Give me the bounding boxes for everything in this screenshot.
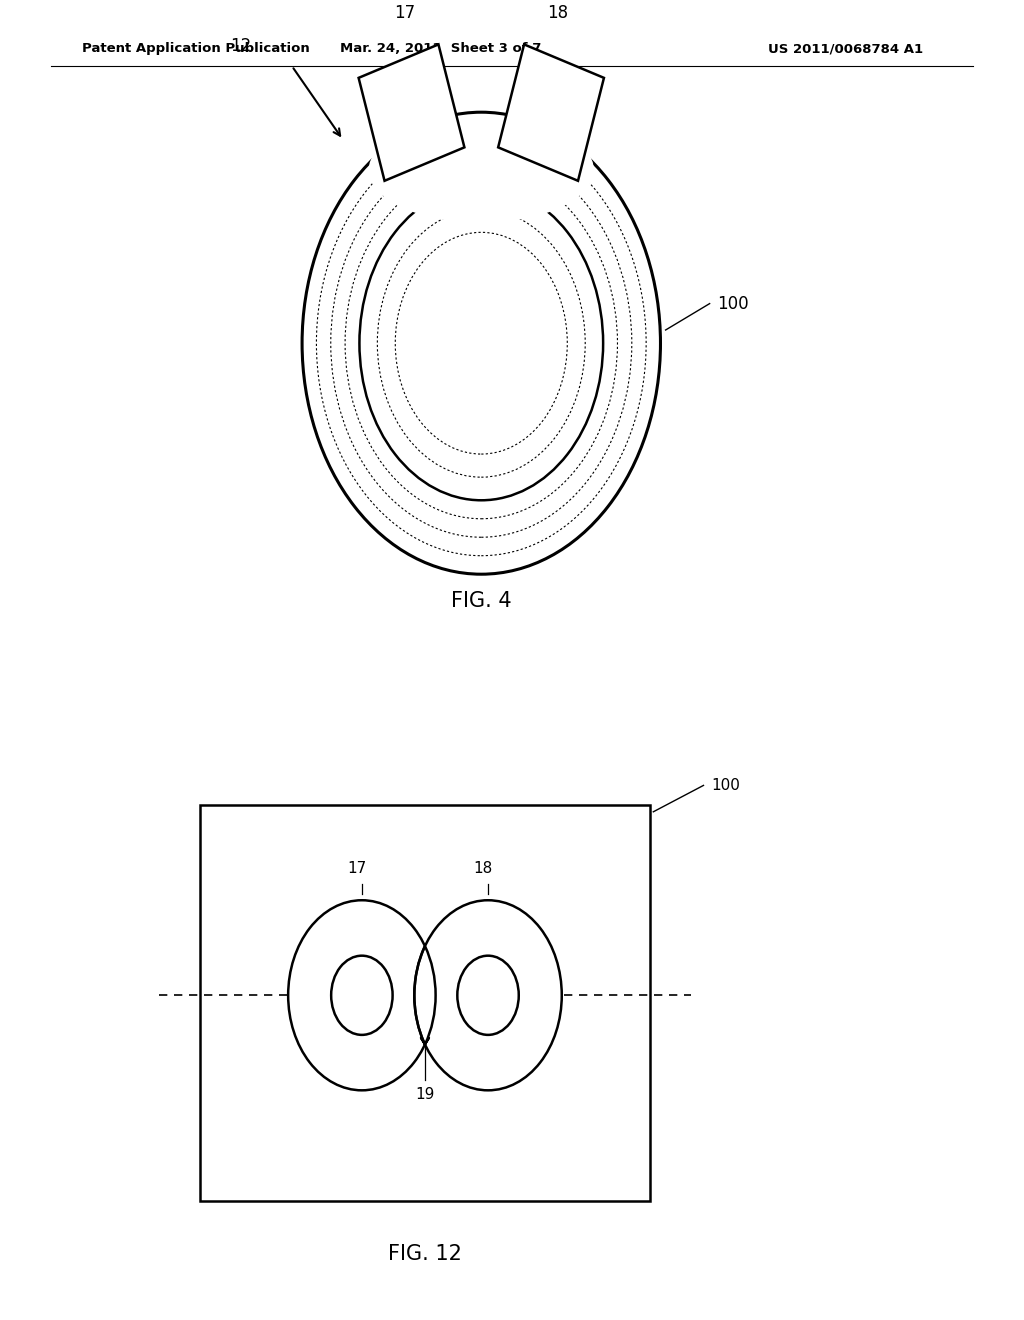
Text: 100: 100 bbox=[712, 777, 740, 793]
Circle shape bbox=[415, 900, 562, 1090]
Text: 17: 17 bbox=[347, 861, 367, 876]
Text: Patent Application Publication: Patent Application Publication bbox=[82, 42, 309, 55]
Polygon shape bbox=[498, 45, 604, 181]
Circle shape bbox=[331, 956, 392, 1035]
Text: FIG. 12: FIG. 12 bbox=[388, 1243, 462, 1265]
Bar bbox=[200, 805, 650, 1201]
Text: 17: 17 bbox=[394, 4, 415, 22]
Text: 12: 12 bbox=[229, 37, 251, 55]
Text: 100: 100 bbox=[717, 294, 749, 313]
Circle shape bbox=[288, 900, 435, 1090]
Polygon shape bbox=[358, 45, 465, 181]
Text: 19: 19 bbox=[416, 1088, 434, 1102]
Text: US 2011/0068784 A1: US 2011/0068784 A1 bbox=[768, 42, 923, 55]
Circle shape bbox=[458, 956, 519, 1035]
Text: 18: 18 bbox=[473, 861, 493, 876]
Ellipse shape bbox=[369, 117, 594, 223]
Text: 18: 18 bbox=[548, 4, 568, 22]
Text: Mar. 24, 2011  Sheet 3 of 7: Mar. 24, 2011 Sheet 3 of 7 bbox=[340, 42, 541, 55]
Text: FIG. 4: FIG. 4 bbox=[451, 590, 512, 611]
